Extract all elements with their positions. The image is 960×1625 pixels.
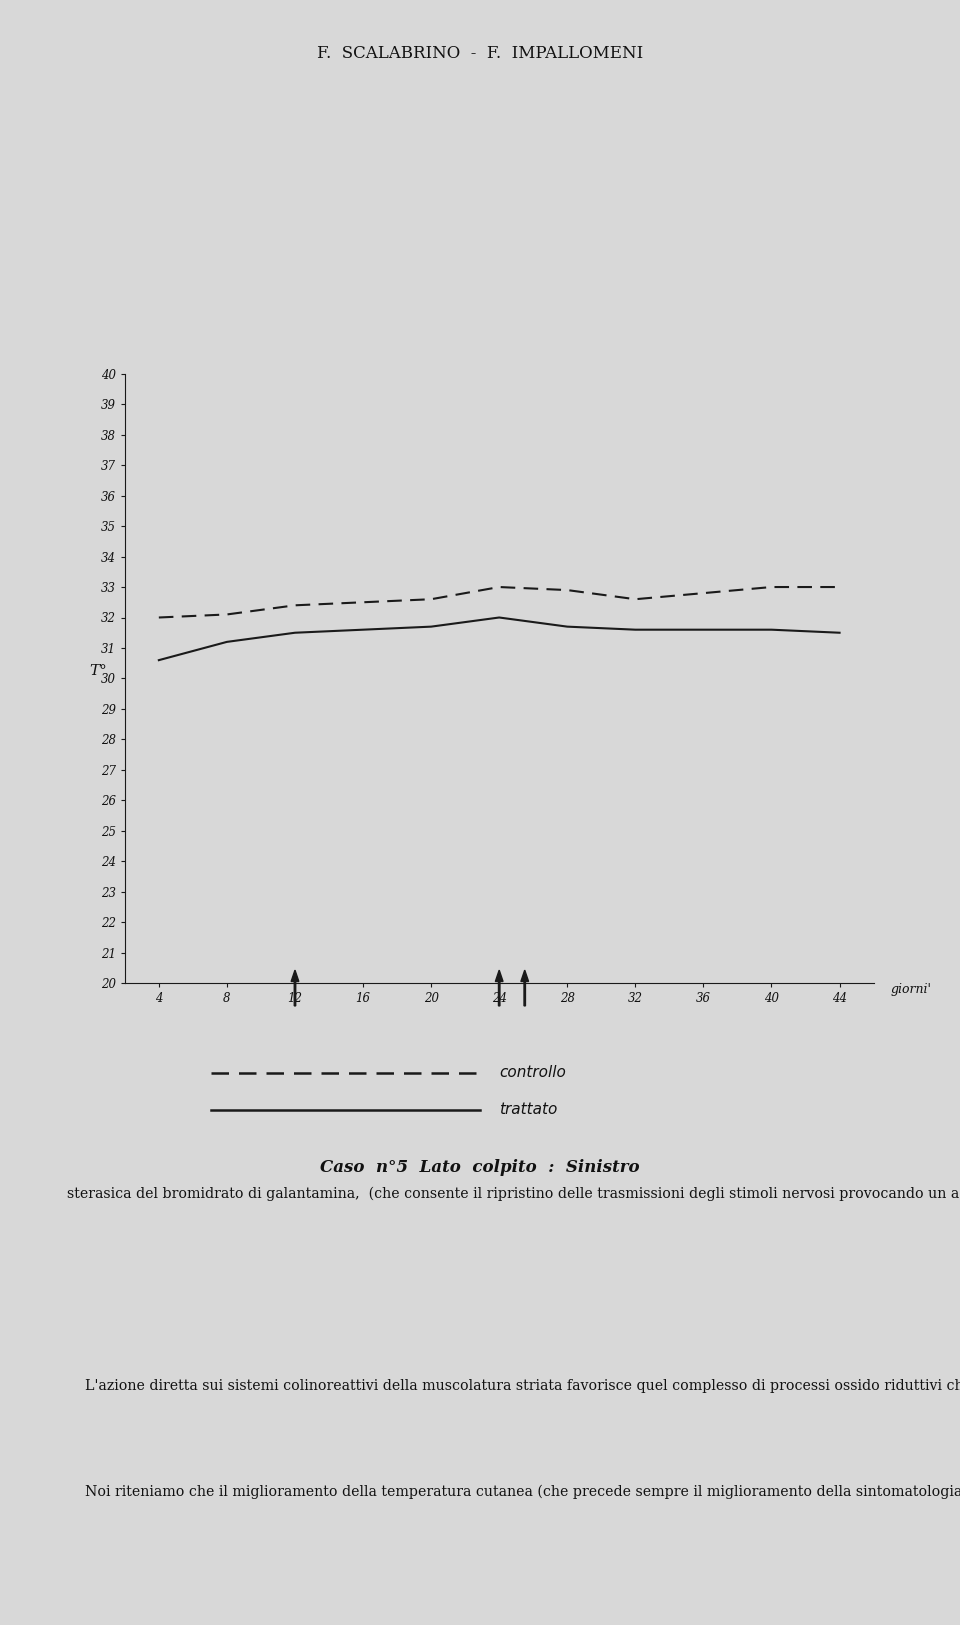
Text: L'azione diretta sui sistemi colinoreattivi della muscolatura striata favorisce : L'azione diretta sui sistemi colinoreatt… — [67, 1380, 960, 1393]
Text: trattato: trattato — [499, 1102, 558, 1118]
Y-axis label: T°: T° — [89, 665, 107, 679]
Text: Noi riteniamo che il miglioramento della temperatura cutanea (che precede sempre: Noi riteniamo che il miglioramento della… — [67, 1485, 960, 1498]
Text: Caso  n°5  Lato  colpito  :  Sinistro: Caso n°5 Lato colpito : Sinistro — [321, 1159, 639, 1175]
Text: sterasica del bromidrato di galantamina,  (che consente il ripristino delle tras: sterasica del bromidrato di galantamina,… — [67, 1186, 960, 1201]
Text: F.  SCALABRINO  -  F.  IMPALLOMENI: F. SCALABRINO - F. IMPALLOMENI — [317, 46, 643, 62]
Text: giorni': giorni' — [891, 983, 931, 996]
Text: controllo: controllo — [499, 1064, 566, 1081]
